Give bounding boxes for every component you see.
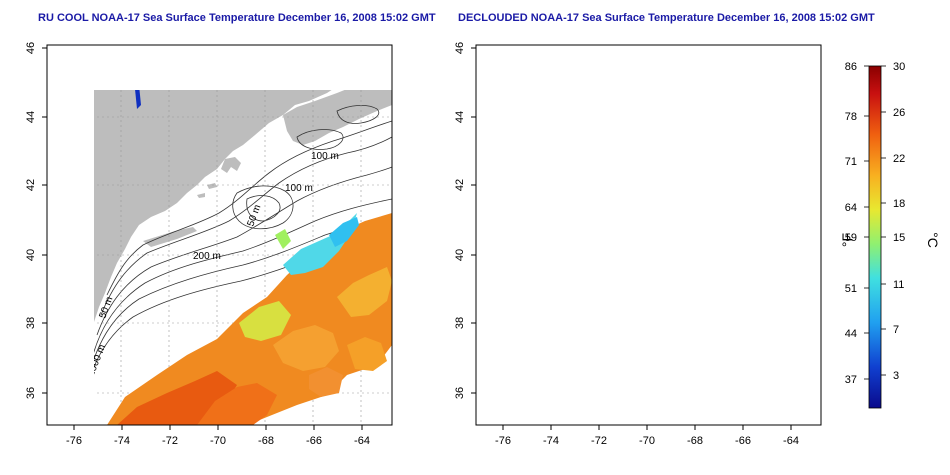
y-tick: 42 [25, 179, 37, 191]
x-tick: -68 [687, 435, 703, 447]
celsius-ticks: 30 26 22 18 15 11 7 3 [893, 61, 905, 382]
svg-text:59: 59 [845, 232, 857, 244]
svg-text:37: 37 [845, 374, 857, 386]
svg-text:50 m: 50 m [674, 203, 692, 228]
x-tick: -76 [66, 435, 82, 447]
x-tick: -72 [162, 435, 178, 447]
svg-text:100 m: 100 m [311, 151, 339, 162]
map-title-declouded: DECLOUDED NOAA-17 Sea Surface Temperatur… [458, 12, 875, 24]
y-tick: 44 [25, 111, 37, 123]
y-tick: 38 [454, 317, 466, 329]
y-tick: 40 [25, 249, 37, 261]
x-tick: -74 [543, 435, 559, 447]
map-frame-raw [46, 44, 393, 426]
map-title-raw: RU COOL NOAA-17 Sea Surface Temperature … [38, 12, 436, 24]
map-frame-declouded [475, 44, 822, 426]
svg-text:7: 7 [893, 324, 899, 336]
svg-text:11: 11 [893, 279, 904, 291]
svg-text:64: 64 [845, 202, 857, 214]
svg-text:18: 18 [893, 198, 905, 210]
x-tick: -64 [783, 435, 799, 447]
y-tick: 38 [25, 317, 37, 329]
x-tick: -66 [735, 435, 751, 447]
y-tick: 40 [454, 249, 466, 261]
celsius-unit-label: °C [925, 232, 941, 248]
x-tick: -70 [639, 435, 655, 447]
x-tick: -64 [354, 435, 370, 447]
x-tick: -70 [210, 435, 226, 447]
map-panel-raw: 100 m 100 m 50 m 200 m 50 m 2000 m -76 -… [25, 42, 393, 447]
y-tick: 44 [454, 111, 466, 123]
y-axis-declouded: 36 38 40 42 44 46 [454, 42, 476, 399]
svg-text:15: 15 [893, 232, 905, 244]
svg-text:44: 44 [845, 328, 857, 340]
svg-text:50 m: 50 m [526, 295, 544, 320]
svg-text:2000 m: 2000 m [515, 343, 538, 378]
svg-text:78: 78 [845, 111, 857, 123]
svg-text:200 m: 200 m [622, 251, 650, 262]
svg-text:22: 22 [893, 153, 905, 165]
svg-text:200 m: 200 m [193, 251, 221, 262]
temperature-colorbar: 86 78 71 64 59 51 44 37 30 26 22 18 15 1… [839, 61, 941, 409]
fahrenheit-ticks: 86 78 71 64 59 51 44 37 [845, 61, 857, 386]
svg-text:100 m: 100 m [285, 183, 313, 194]
x-axis-raw: -76 -74 -72 -70 -68 -66 -64 [66, 425, 370, 447]
y-tick: 46 [25, 42, 37, 54]
svg-text:100 m: 100 m [714, 183, 742, 194]
svg-text:71: 71 [845, 156, 857, 168]
colorbar-gradient [868, 65, 882, 409]
sst-data-declouded [482, 107, 821, 425]
fahrenheit-unit-label: °F [839, 233, 855, 247]
svg-text:86: 86 [845, 61, 857, 73]
svg-text:51: 51 [845, 283, 857, 295]
x-tick: -68 [258, 435, 274, 447]
sst-data-raw [107, 90, 392, 425]
x-axis-declouded: -76 -74 -72 -70 -68 -66 -64 [495, 425, 799, 447]
x-tick: -74 [114, 435, 130, 447]
svg-text:3: 3 [893, 370, 899, 382]
contour-labels-declouded: 100 m 100 m 50 m 200 m 50 m 2000 m [515, 151, 768, 378]
x-tick: -66 [306, 435, 322, 447]
y-axis-raw: 36 38 40 42 44 46 [25, 42, 47, 399]
svg-text:26: 26 [893, 107, 905, 119]
x-tick: -72 [591, 435, 607, 447]
map-panel-declouded: 100 m 100 m 50 m 200 m 50 m 2000 m -76 -… [454, 42, 822, 447]
y-tick: 42 [454, 179, 466, 191]
y-tick: 36 [454, 387, 466, 399]
svg-text:100 m: 100 m [740, 151, 768, 162]
x-tick: -76 [495, 435, 511, 447]
svg-text:30: 30 [893, 61, 905, 73]
y-tick: 46 [454, 42, 466, 54]
y-tick: 36 [25, 387, 37, 399]
